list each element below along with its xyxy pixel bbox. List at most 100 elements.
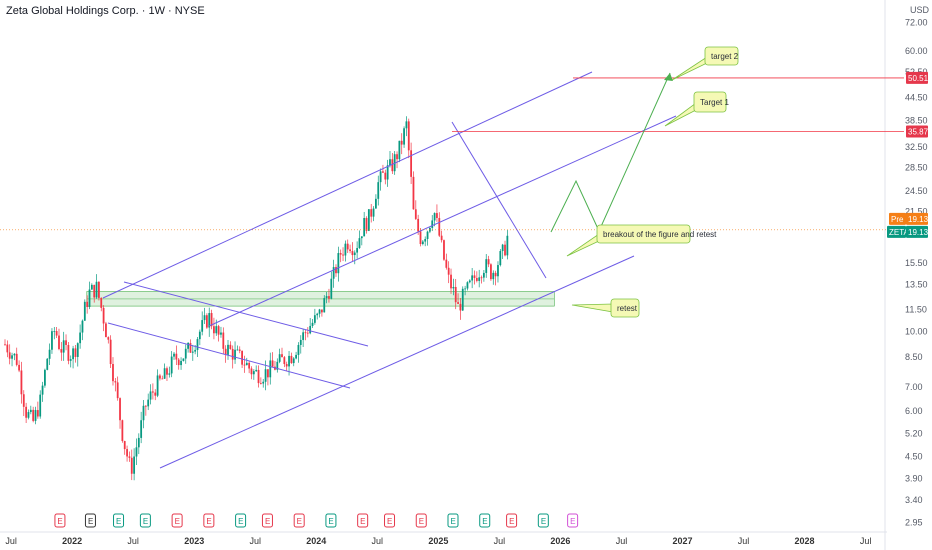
candle-body	[414, 209, 417, 219]
candle-body	[97, 281, 100, 298]
earnings-marker-label: E	[328, 517, 333, 526]
price-tick-label: 8.50	[905, 352, 923, 362]
candle-body	[102, 307, 105, 324]
candle-body	[79, 332, 82, 344]
candle-body	[170, 356, 173, 374]
candle-body	[257, 369, 260, 384]
earnings-event-marker[interactable]: E	[261, 513, 273, 528]
candle-body	[6, 344, 9, 353]
earnings-event-marker[interactable]: E	[537, 513, 549, 528]
candle-body	[60, 349, 63, 353]
earnings-event-marker[interactable]: E	[235, 513, 247, 528]
candle-body	[492, 272, 495, 280]
earnings-marker-label: E	[360, 517, 365, 526]
price-tick-label: 60.00	[905, 46, 928, 56]
candle-body	[203, 315, 206, 321]
candle-body	[137, 437, 140, 448]
candle-body	[32, 409, 35, 421]
candle-body	[262, 381, 265, 384]
earnings-event-marker[interactable]: E	[293, 513, 305, 528]
candle-body	[271, 360, 274, 367]
candle-body	[440, 235, 443, 241]
earnings-event-marker[interactable]: E	[325, 513, 337, 528]
pre-value-tag-text: 19.13	[908, 215, 929, 224]
price-axis[interactable]: USD 72.00 60.00 52.50 44.50 38.50 32.50 28.50 24…	[884, 0, 930, 550]
earnings-event-marker[interactable]: E	[171, 513, 183, 528]
candle-body	[475, 277, 478, 281]
candle-body	[339, 253, 342, 255]
earnings-marker-box	[384, 513, 396, 528]
candle-body	[349, 249, 351, 252]
earnings-event-marker[interactable]: E	[357, 513, 369, 528]
time-axis[interactable]: Jul 2022 Jul 2023 Jul 2024 Jul 2025 Jul 2026 Jul 20…	[0, 531, 887, 546]
candle-body	[396, 154, 398, 160]
target1-callout-pointer	[664, 102, 697, 127]
earnings-event-marker[interactable]: E	[139, 513, 151, 528]
price-tick-label: 4.50	[905, 451, 923, 461]
candle-body	[177, 359, 180, 366]
candle-body	[88, 289, 91, 307]
candle-body	[166, 368, 168, 375]
earnings-event-marker[interactable]: E	[54, 513, 66, 528]
candle-body	[365, 217, 368, 231]
channel-upper-line	[102, 71, 593, 299]
price-tick-label: 32.50	[905, 142, 928, 152]
candle-body	[140, 420, 143, 438]
candle-body	[95, 281, 98, 298]
target-2-price-tag-bg	[906, 71, 928, 84]
candle-body	[356, 248, 359, 253]
candle-body	[175, 353, 178, 360]
candle-body	[490, 264, 492, 280]
last-name-tag-text: ZETA	[889, 228, 910, 237]
earnings-event-marker[interactable]: E	[113, 513, 125, 528]
candle-body	[213, 326, 215, 334]
time-axis-label: Jul	[5, 536, 17, 546]
candle-body	[121, 420, 124, 442]
candle-body	[69, 359, 72, 361]
last-value-tag-bg	[906, 225, 928, 238]
candle-body	[316, 313, 319, 316]
candle-body	[116, 382, 119, 399]
candle-body	[182, 358, 185, 361]
candle-body	[433, 213, 436, 221]
target1-callout-text: Target 1	[700, 98, 729, 107]
candle-body	[417, 218, 420, 232]
earnings-event-marker[interactable]: E	[506, 513, 518, 528]
candle-body	[245, 362, 248, 366]
earnings-marker-label: E	[541, 517, 546, 526]
earnings-event-marker[interactable]: E	[415, 513, 427, 528]
candle-body	[184, 348, 187, 359]
candle-body	[363, 217, 366, 237]
candle-body	[83, 301, 86, 321]
candle-body	[191, 351, 194, 353]
candle-body	[248, 362, 251, 369]
candle-body	[403, 128, 405, 145]
earnings-event-marker[interactable]: E	[479, 513, 491, 528]
time-axis-label: Jul	[372, 536, 384, 546]
price-tick-label: 11.50	[905, 304, 927, 314]
last-name-tag-bg	[887, 225, 906, 238]
candle-body	[426, 231, 429, 239]
channel-middle-line	[208, 115, 677, 327]
target-2-price-tag-text: 50.51	[908, 74, 929, 83]
candle-body	[119, 398, 121, 421]
candle-body	[229, 344, 232, 349]
time-axis-label: Jul	[616, 536, 628, 546]
price-tick-label: 2.95	[905, 517, 923, 527]
earnings-event-marker[interactable]: E	[203, 513, 215, 528]
candle-body	[20, 370, 23, 395]
candle-body	[386, 165, 389, 180]
earnings-event-marker[interactable]: E	[447, 513, 459, 528]
flag-lower-line	[107, 322, 351, 389]
candle-body	[194, 349, 197, 352]
earnings-event-marker[interactable]: E	[567, 513, 579, 528]
candle-body	[267, 369, 269, 378]
earnings-event-marker[interactable]: E	[384, 513, 396, 528]
earnings-event-marker[interactable]: E	[84, 513, 96, 528]
earnings-marker-box	[235, 513, 247, 528]
time-axis-label: Jul	[127, 536, 139, 546]
candle-body	[86, 301, 89, 307]
candle-body	[29, 409, 32, 413]
candle-body	[58, 335, 60, 350]
